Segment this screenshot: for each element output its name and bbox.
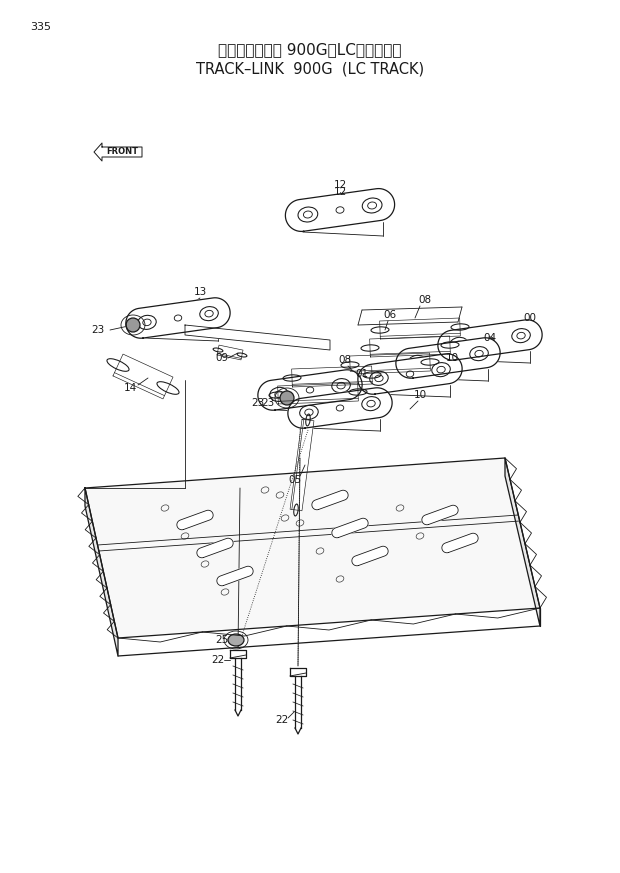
Text: 08: 08 — [339, 355, 352, 365]
Polygon shape — [185, 325, 330, 350]
Text: 05: 05 — [288, 475, 301, 485]
Polygon shape — [396, 338, 500, 378]
Polygon shape — [290, 668, 306, 676]
Polygon shape — [85, 488, 118, 656]
Polygon shape — [94, 143, 142, 161]
Polygon shape — [285, 189, 394, 231]
Text: 23: 23 — [91, 325, 105, 335]
Polygon shape — [370, 336, 450, 357]
Polygon shape — [290, 419, 314, 511]
Polygon shape — [358, 354, 462, 395]
Text: 09: 09 — [215, 353, 229, 363]
Text: 08: 08 — [418, 295, 432, 305]
Text: 12: 12 — [334, 187, 347, 197]
Text: FRONT: FRONT — [106, 148, 138, 156]
Text: 04: 04 — [484, 333, 497, 343]
Text: 00: 00 — [523, 313, 536, 323]
Text: 23: 23 — [251, 398, 265, 408]
Text: 01: 01 — [355, 369, 368, 379]
Polygon shape — [442, 533, 478, 553]
Polygon shape — [422, 505, 458, 525]
Text: 25: 25 — [215, 635, 229, 645]
Text: 14: 14 — [123, 383, 136, 393]
Text: トラックリンク 900G（LCトラック）: トラックリンク 900G（LCトラック） — [218, 42, 402, 57]
Polygon shape — [197, 539, 233, 558]
Polygon shape — [379, 318, 460, 339]
Polygon shape — [217, 567, 253, 586]
Polygon shape — [126, 298, 230, 338]
Text: 23: 23 — [262, 398, 275, 408]
Polygon shape — [278, 383, 358, 404]
Polygon shape — [258, 370, 362, 410]
Polygon shape — [332, 519, 368, 538]
Text: 10: 10 — [414, 390, 427, 400]
Text: 06: 06 — [383, 310, 397, 320]
Text: 12: 12 — [334, 180, 347, 190]
Polygon shape — [177, 510, 213, 530]
Polygon shape — [113, 354, 173, 399]
Text: 335: 335 — [30, 22, 51, 32]
Polygon shape — [438, 320, 542, 361]
Ellipse shape — [228, 634, 244, 646]
Polygon shape — [505, 458, 540, 626]
Polygon shape — [230, 650, 246, 658]
Text: TRACK–LINK  900G  (LC TRACK): TRACK–LINK 900G (LC TRACK) — [196, 62, 424, 77]
Text: 13: 13 — [193, 287, 206, 297]
Text: 22: 22 — [275, 715, 289, 725]
Text: 10: 10 — [445, 353, 459, 363]
Polygon shape — [217, 345, 243, 360]
Polygon shape — [352, 546, 388, 566]
Polygon shape — [291, 366, 373, 387]
Ellipse shape — [126, 318, 140, 332]
Ellipse shape — [280, 391, 294, 405]
Text: 22: 22 — [211, 655, 224, 665]
Polygon shape — [350, 353, 430, 374]
Polygon shape — [85, 458, 540, 638]
Polygon shape — [312, 491, 348, 510]
Polygon shape — [288, 388, 392, 429]
